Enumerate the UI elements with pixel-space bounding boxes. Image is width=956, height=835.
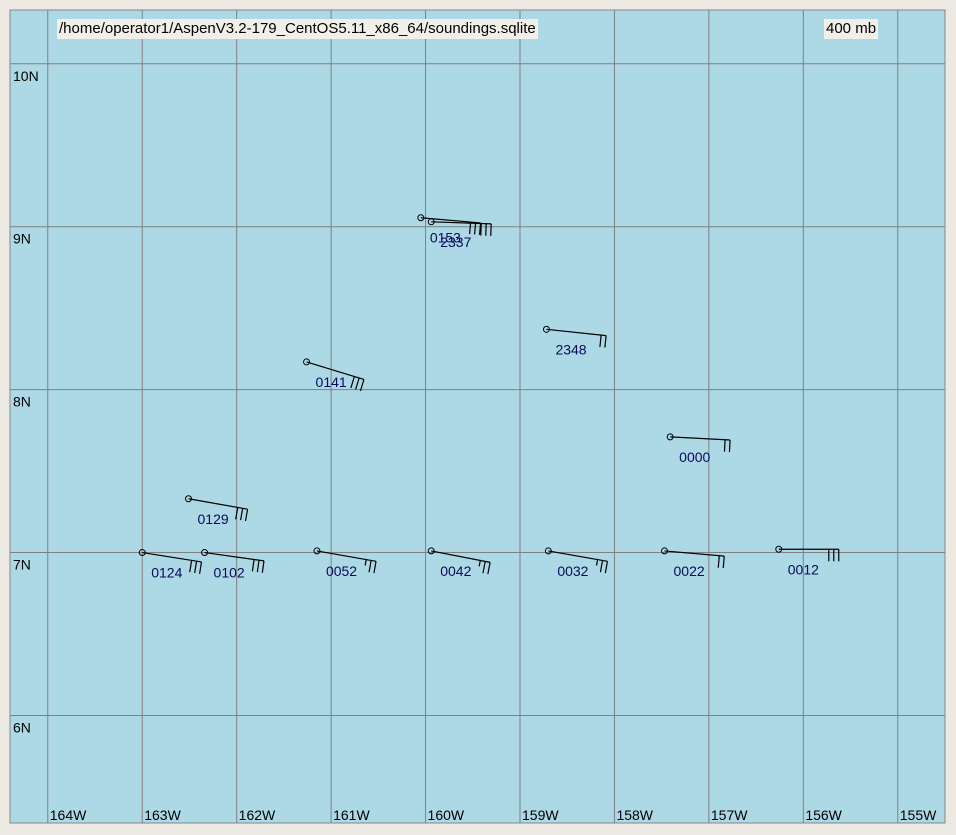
station-label: 0124: [151, 565, 182, 581]
wind-barb: [548, 550, 609, 574]
lon-label: 161W: [333, 807, 370, 823]
station-label: 0129: [198, 511, 229, 527]
lat-label: 10N: [13, 68, 39, 84]
wind-barb: [142, 551, 203, 574]
wind-barb: [306, 361, 365, 392]
station-label: 0000: [679, 449, 710, 465]
lon-label: 159W: [522, 807, 559, 823]
wind-barb: [664, 550, 725, 569]
lat-label: 9N: [13, 231, 31, 247]
lon-label: 156W: [805, 807, 842, 823]
file-path: /home/operator1/AspenV3.2-179_CentOS5.11…: [57, 19, 538, 39]
station-label: 0153: [430, 230, 461, 246]
lat-label: 8N: [13, 394, 31, 410]
lon-label: 157W: [711, 807, 748, 823]
station-label: 2337: [440, 234, 471, 250]
wind-barb: [316, 550, 377, 574]
wind-barb: [188, 498, 249, 522]
station-label: 0141: [316, 374, 347, 390]
station: [303, 358, 311, 366]
station-label: 0022: [674, 563, 705, 579]
lat-label: 7N: [13, 557, 31, 573]
level: 400 mb: [824, 19, 879, 39]
lon-label: 160W: [428, 807, 465, 823]
station-label: 0042: [440, 563, 471, 579]
wind-barb: [546, 328, 607, 348]
wind-barb: [431, 221, 492, 236]
station-label: 0032: [557, 563, 588, 579]
wind-barb: [431, 550, 491, 575]
lon-label: 164W: [50, 807, 87, 823]
map-area: [9, 9, 946, 824]
wind-barb: [204, 551, 265, 573]
station-label: 2348: [555, 341, 586, 357]
wind-barb: [670, 436, 731, 453]
lat-label: 6N: [13, 719, 31, 735]
lon-label: 158W: [616, 807, 653, 823]
lon-label: 155W: [900, 807, 937, 823]
station-label: 0052: [326, 563, 357, 579]
station-label: 0012: [788, 561, 819, 577]
lon-label: 162W: [239, 807, 276, 823]
wind-barb: [778, 548, 840, 562]
station-label: 0102: [214, 565, 245, 581]
lon-label: 163W: [144, 807, 181, 823]
